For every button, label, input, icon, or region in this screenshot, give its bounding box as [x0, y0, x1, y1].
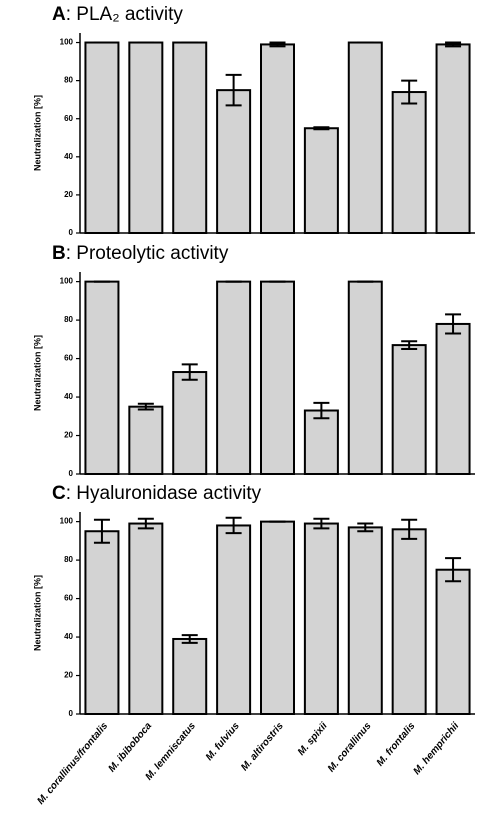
error-bar [181, 363, 198, 381]
bar [391, 344, 427, 475]
x-tick-label: M. altirostris [239, 720, 286, 773]
panel-letter: C [52, 483, 66, 504]
y-tick-label: 80 [64, 76, 73, 85]
bar [347, 41, 383, 235]
bar [84, 41, 120, 235]
x-tick-label: M. corallinus [326, 720, 374, 774]
bar [216, 280, 252, 475]
y-tick-label: 40 [64, 152, 73, 161]
bar [347, 280, 383, 475]
y-tick-label: 20 [64, 190, 73, 199]
bar [303, 522, 339, 715]
y-tick-label: 60 [64, 594, 73, 603]
error-bar [181, 634, 198, 644]
bar [260, 43, 295, 234]
bar [303, 409, 339, 475]
x-tick-label: M. ibiboboca [106, 720, 154, 774]
error-bar [137, 402, 154, 411]
error-bar [445, 41, 462, 48]
bar [435, 568, 471, 716]
y-tick-label: 40 [64, 632, 73, 641]
error-bar [313, 126, 330, 131]
bar [84, 280, 120, 475]
x-tick-label: M. fulvius [204, 720, 242, 763]
panel-title-text: : PLA₂ activity [66, 4, 184, 25]
panel-title: B: Proteolytic activity [52, 243, 229, 264]
bar [347, 526, 383, 716]
y-tick-label: 60 [64, 354, 73, 363]
y-tick-label: 100 [60, 277, 74, 286]
error-bar [445, 313, 462, 335]
error-bar [313, 517, 330, 530]
bar [216, 89, 252, 235]
y-axis-label: Neutralization [%] [32, 335, 42, 411]
y-tick-label: 60 [64, 114, 73, 123]
bar [260, 520, 295, 715]
y-tick-label: 40 [64, 392, 73, 401]
y-tick-label: 0 [69, 709, 74, 718]
bar [172, 371, 208, 475]
y-axis-label: Neutralization [%] [32, 575, 42, 651]
error-bar [93, 518, 110, 544]
y-axis-label: Neutralization [%] [32, 95, 42, 171]
y-tick-label: 0 [69, 469, 74, 478]
panel-title: A: PLA₂ activity [52, 4, 183, 25]
y-tick-label: 80 [64, 315, 73, 324]
y-tick-label: 100 [60, 38, 74, 47]
bar [128, 522, 164, 715]
bar [391, 91, 427, 234]
panel-letter: B [52, 243, 66, 264]
bar [260, 280, 295, 475]
y-tick-label: 20 [64, 431, 73, 440]
x-tick-label: M. frontalis [375, 720, 418, 768]
error-bar [401, 340, 418, 350]
y-tick-label: 100 [60, 517, 74, 526]
error-bar [137, 517, 154, 530]
bar [216, 524, 252, 716]
panel-title-text: : Proteolytic activity [66, 243, 229, 264]
panel-title-text: : Hyaluronidase activity [66, 483, 262, 504]
panel-title: C: Hyaluronidase activity [52, 483, 262, 504]
bar [172, 41, 208, 235]
bar [303, 127, 339, 234]
error-bar [313, 401, 330, 420]
y-tick-label: 80 [64, 555, 73, 564]
bar [435, 43, 471, 234]
error-bar [357, 522, 374, 533]
y-tick-label: 20 [64, 671, 73, 680]
bar [172, 637, 208, 716]
x-tick-label: M. spixii [296, 720, 330, 757]
error-bar [401, 79, 418, 105]
bar [128, 41, 164, 235]
x-tick-label: M. hemprichii [412, 720, 462, 777]
bar [128, 405, 164, 475]
y-tick-label: 0 [69, 228, 74, 237]
error-bar [225, 73, 242, 107]
error-bar [401, 518, 418, 540]
error-bar [445, 557, 462, 583]
bar [391, 528, 427, 715]
panel-letter: A [52, 4, 66, 25]
error-bar [225, 516, 242, 535]
x-tick-label: M. corallinus/frontalis [35, 720, 110, 807]
bar [435, 322, 471, 476]
bar [84, 530, 120, 715]
error-bar [269, 41, 286, 48]
